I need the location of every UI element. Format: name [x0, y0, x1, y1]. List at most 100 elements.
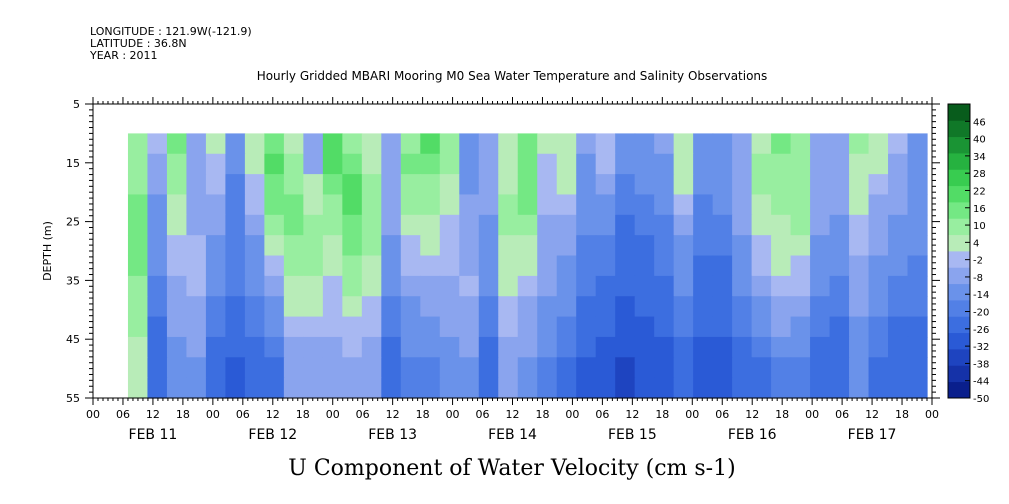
heatmap-cell	[654, 296, 675, 318]
heatmap-cell	[205, 235, 226, 257]
heatmap-cell	[634, 377, 655, 399]
heatmap-cell	[322, 214, 343, 236]
heatmap-cell	[225, 316, 246, 338]
x-tick-label: 12	[506, 408, 520, 421]
heatmap-cell	[576, 174, 597, 196]
heatmap-cell	[732, 296, 753, 318]
heatmap-cell	[322, 174, 343, 196]
heatmap-cell	[420, 214, 441, 236]
heatmap-cell	[420, 235, 441, 257]
heatmap-cell	[751, 214, 772, 236]
heatmap-cell	[868, 316, 889, 338]
heatmap-cell	[751, 275, 772, 297]
colorbar-band	[948, 169, 970, 187]
heatmap-cell	[790, 316, 811, 338]
heatmap-cell	[381, 214, 402, 236]
heatmap-cell	[342, 214, 363, 236]
heatmap-cell	[810, 377, 831, 399]
heatmap-cell	[420, 357, 441, 379]
heatmap-cell	[771, 377, 792, 399]
heatmap-cell	[849, 174, 870, 196]
heatmap-cell	[186, 174, 207, 196]
heatmap-cell	[459, 214, 480, 236]
y-tick-label: 55	[66, 392, 80, 405]
heatmap-cell	[303, 194, 324, 216]
heatmap-cell	[712, 316, 733, 338]
heatmap-cell	[303, 235, 324, 257]
heatmap-cell	[127, 275, 149, 297]
heatmap-cell	[283, 214, 304, 236]
heatmap-cell	[907, 296, 928, 318]
heatmap-cell	[517, 174, 538, 196]
heatmap-cell	[673, 377, 694, 399]
heatmap-cell	[634, 194, 655, 216]
heatmap-cell	[673, 174, 694, 196]
heatmap-cell	[127, 336, 149, 358]
heatmap-cell	[829, 174, 850, 196]
colorbar-band	[948, 381, 970, 399]
heatmap-cell	[615, 255, 636, 277]
heatmap-cell	[654, 133, 675, 155]
heatmap-cell	[400, 235, 421, 257]
colorbar-label: 40	[973, 135, 986, 146]
heatmap-cell	[790, 296, 811, 318]
heatmap-cell	[400, 174, 421, 196]
heatmap-cell	[498, 336, 519, 358]
heatmap-cell	[654, 336, 675, 358]
heatmap-cell	[654, 194, 675, 216]
heatmap-cell	[829, 357, 850, 379]
heatmap-cell	[283, 357, 304, 379]
heatmap-cell	[868, 194, 889, 216]
heatmap-cell	[361, 214, 382, 236]
heatmap-cell	[283, 153, 304, 175]
heatmap-cell	[459, 336, 480, 358]
heatmap-cell	[576, 255, 597, 277]
heatmap-cell	[693, 296, 714, 318]
heatmap-cell	[634, 275, 655, 297]
heatmap-cell	[478, 316, 499, 338]
heatmap-cell	[712, 194, 733, 216]
heatmap-cell	[459, 296, 480, 318]
heatmap-cell	[829, 235, 850, 257]
heatmap-cell	[537, 275, 558, 297]
heatmap-cell	[615, 336, 636, 358]
heatmap-cell	[810, 336, 831, 358]
heatmap-cell	[556, 174, 577, 196]
heatmap-cell	[615, 214, 636, 236]
heatmap-cell	[147, 336, 168, 358]
heatmap-cell	[166, 235, 188, 257]
heatmap-cell	[459, 174, 480, 196]
heatmap-cell	[342, 377, 363, 399]
heatmap-cell	[303, 296, 324, 318]
heatmap-cell	[654, 235, 675, 257]
heatmap-cell	[400, 153, 421, 175]
day-label: FEB 15	[608, 427, 657, 443]
heatmap-cell	[205, 153, 226, 175]
x-tick-label: 00	[805, 408, 819, 421]
heatmap-cell	[264, 214, 285, 236]
heatmap-cell	[283, 255, 304, 277]
heatmap-cell	[303, 316, 324, 338]
heatmap-cell	[790, 336, 811, 358]
heatmap-cell	[771, 296, 792, 318]
colorbar-band	[948, 218, 970, 236]
heatmap-cell	[420, 377, 441, 399]
heatmap-cell	[420, 255, 441, 277]
heatmap-cell	[693, 174, 714, 196]
heatmap-cell	[342, 275, 363, 297]
heatmap-cell	[478, 357, 499, 379]
heatmap-cell	[459, 194, 480, 216]
heatmap-cell	[556, 357, 577, 379]
heatmap-cell	[732, 357, 753, 379]
heatmap-cell	[342, 357, 363, 379]
colorbar-band	[948, 349, 970, 366]
heatmap-cell	[712, 377, 733, 399]
heatmap-cell	[907, 133, 928, 155]
heatmap-cell	[361, 255, 382, 277]
heatmap-cell	[868, 153, 889, 175]
heatmap-cell	[264, 275, 285, 297]
heatmap-cell	[205, 174, 226, 196]
heatmap-cell	[693, 275, 714, 297]
heatmap-cell	[615, 174, 636, 196]
x-tick-label: 18	[535, 408, 549, 421]
